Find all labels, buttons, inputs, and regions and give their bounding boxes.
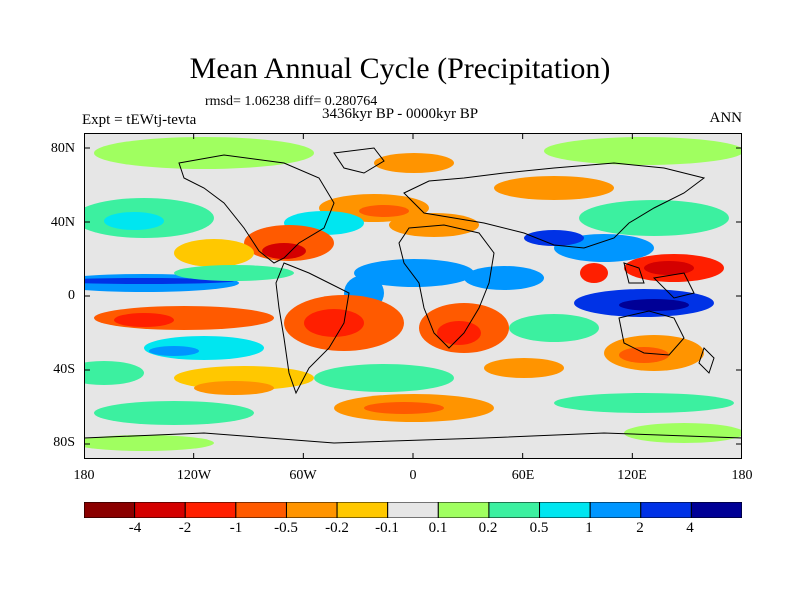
colorbar-swatch <box>336 502 389 518</box>
colorbar-label: 1 <box>585 520 593 536</box>
anomaly-field <box>84 133 742 459</box>
lat-label-0: 0 <box>68 288 75 303</box>
lon-label-60e: 60E <box>511 468 535 483</box>
colorbar-label: -0.2 <box>325 520 349 536</box>
colorbar-label: -4 <box>128 520 142 536</box>
lon-label-180w: 180 <box>73 468 95 483</box>
lon-label-0: 0 <box>409 468 417 483</box>
colorbar-label: -0.5 <box>274 520 298 536</box>
colorbar-swatch <box>690 502 742 518</box>
colorbar-label: -2 <box>178 520 192 536</box>
colorbar-label: 0.2 <box>478 520 498 536</box>
colorbar-swatch <box>589 502 642 518</box>
colorbar <box>84 502 742 518</box>
lat-label-80n: 80N <box>50 141 75 156</box>
time-period-label: 3436kyr BP - 0000kyr BP <box>322 106 479 122</box>
lon-label-60w: 60W <box>289 468 317 483</box>
lon-label-120w: 120W <box>176 468 212 483</box>
colorbar-label: 4 <box>686 520 694 536</box>
lat-label-40s: 40S <box>53 362 75 377</box>
colorbar-swatch <box>235 502 287 518</box>
experiment-label: Expt = tEWtj-tevta <box>82 112 197 128</box>
colorbar-swatch <box>437 502 490 518</box>
colorbar-swatch <box>387 502 439 518</box>
axis-ticks <box>84 133 742 459</box>
colorbar-label: -0.1 <box>375 520 399 536</box>
rmsd-diff-stats: rmsd= 1.06238 diff= 0.280764 <box>205 94 378 109</box>
colorbar-label: 2 <box>636 520 644 536</box>
colorbar-swatch <box>84 502 136 518</box>
lon-label-120e: 120E <box>617 468 647 483</box>
map-title: Mean Annual Cycle (Precipitation) <box>189 52 611 85</box>
colorbar-swatch <box>184 502 237 518</box>
colorbar-swatch <box>134 502 186 518</box>
colorbar-label: 0.1 <box>428 520 448 536</box>
lat-label-40n: 40N <box>50 215 75 230</box>
coastlines <box>84 147 742 444</box>
colorbar-label: -1 <box>229 520 243 536</box>
lat-label-80s: 80S <box>53 435 75 450</box>
season-label: ANN <box>709 110 743 126</box>
colorbar-swatch <box>285 502 338 518</box>
colorbar-swatch <box>640 502 692 518</box>
colorbar-swatch <box>488 502 541 518</box>
colorbar-label: 0.5 <box>529 520 549 536</box>
lon-label-180e: 180 <box>731 468 753 483</box>
precipitation-anomaly-map <box>84 133 742 459</box>
colorbar-swatch <box>539 502 591 518</box>
